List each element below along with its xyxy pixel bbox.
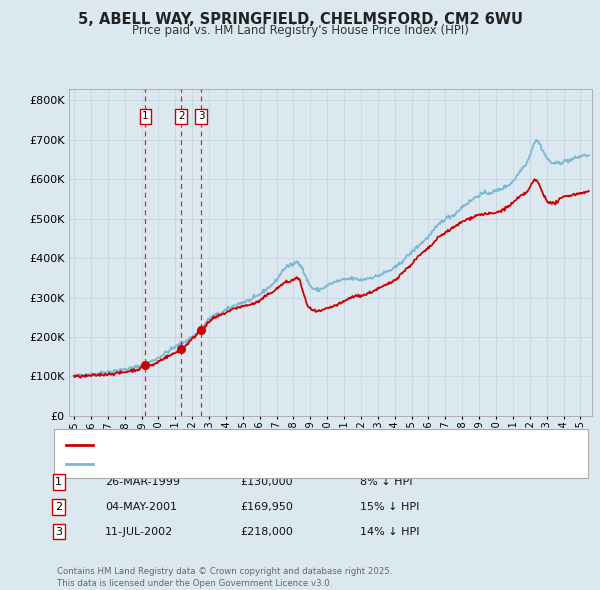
- Text: 11-JUL-2002: 11-JUL-2002: [105, 527, 173, 536]
- Text: £169,950: £169,950: [240, 502, 293, 512]
- Text: 3: 3: [198, 111, 205, 121]
- Text: 26-MAR-1999: 26-MAR-1999: [105, 477, 180, 487]
- Text: 5, ABELL WAY, SPRINGFIELD, CHELMSFORD, CM2 6WU: 5, ABELL WAY, SPRINGFIELD, CHELMSFORD, C…: [77, 12, 523, 27]
- Text: £218,000: £218,000: [240, 527, 293, 536]
- Text: HPI: Average price, detached house, Chelmsford: HPI: Average price, detached house, Chel…: [99, 459, 352, 469]
- Text: 8% ↓ HPI: 8% ↓ HPI: [360, 477, 413, 487]
- Text: 5, ABELL WAY, SPRINGFIELD, CHELMSFORD, CM2 6WU (detached house): 5, ABELL WAY, SPRINGFIELD, CHELMSFORD, C…: [99, 440, 475, 450]
- Text: 1: 1: [55, 477, 62, 487]
- Text: 2: 2: [55, 502, 62, 512]
- Text: 14% ↓ HPI: 14% ↓ HPI: [360, 527, 419, 536]
- Text: 04-MAY-2001: 04-MAY-2001: [105, 502, 177, 512]
- Text: 2: 2: [178, 111, 184, 121]
- Text: Contains HM Land Registry data © Crown copyright and database right 2025.
This d: Contains HM Land Registry data © Crown c…: [57, 567, 392, 588]
- Text: £130,000: £130,000: [240, 477, 293, 487]
- Text: Price paid vs. HM Land Registry's House Price Index (HPI): Price paid vs. HM Land Registry's House …: [131, 24, 469, 37]
- Text: 3: 3: [55, 527, 62, 536]
- Text: 1: 1: [142, 111, 149, 121]
- Text: 15% ↓ HPI: 15% ↓ HPI: [360, 502, 419, 512]
